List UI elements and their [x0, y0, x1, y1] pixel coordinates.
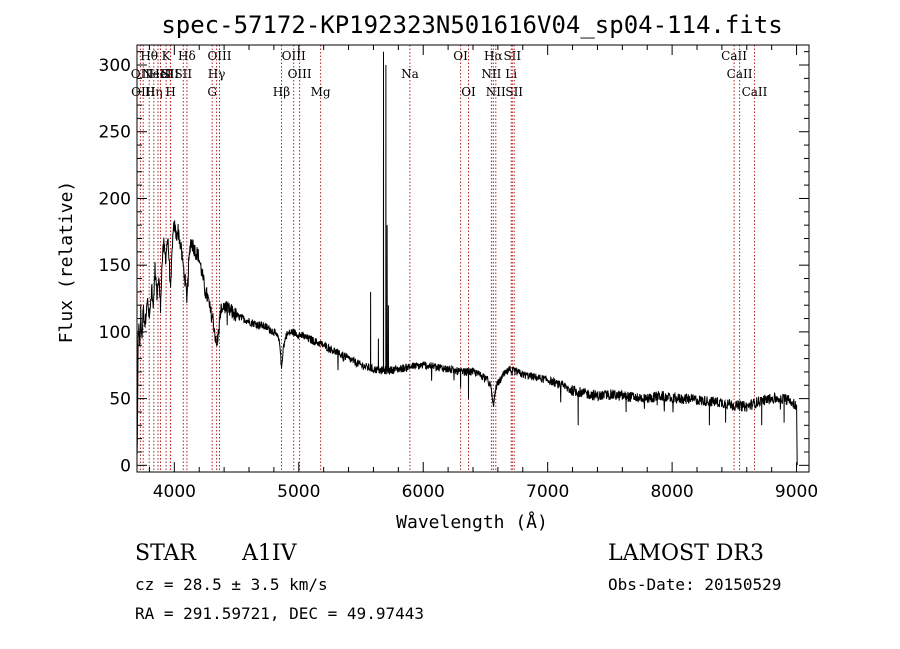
spectrum-line: [136, 51, 798, 466]
survey-name: LAMOST DR3: [608, 541, 764, 566]
line-label-21: NII: [481, 67, 501, 81]
line-label-26: SII: [505, 85, 523, 99]
object-subclass: A1IV: [241, 541, 298, 566]
x-axis-label: Wavelength (Å): [396, 511, 548, 533]
coordinates: RA = 291.59721, DEC = 49.97443: [135, 604, 424, 623]
line-label-13: OIII: [207, 49, 231, 63]
y-tick-label-0: 0: [120, 456, 131, 476]
line-label-19: OI: [453, 49, 468, 63]
y-tick-label-100: 100: [99, 323, 131, 343]
redshift-velocity: cz = 28.5 ± 3.5 km/s: [135, 575, 328, 594]
line-label-14: Hβ: [273, 85, 290, 99]
line-label-6: K: [162, 49, 172, 63]
line-label-8: H: [165, 85, 175, 99]
line-label-10: SII: [174, 67, 192, 81]
line-label-11: G: [207, 85, 217, 99]
y-tick-label-150: 150: [99, 256, 131, 276]
line-label-23: NII: [486, 85, 506, 99]
y-tick-label-200: 200: [99, 189, 131, 209]
line-label-9: Hδ: [178, 49, 196, 63]
line-label-20: OI: [461, 85, 476, 99]
line-label-3: Hη: [145, 85, 163, 99]
line-label-27: CaII: [721, 49, 747, 63]
x-tick-label-8000: 8000: [650, 482, 693, 502]
line-label-29: CaII: [742, 85, 768, 99]
y-axis-label: Flux (relative): [56, 181, 77, 344]
line-label-17: Mg: [311, 85, 331, 99]
y-tick-label-300: 300: [99, 56, 131, 76]
observation-date: Obs-Date: 20150529: [608, 575, 781, 594]
x-tick-label-7000: 7000: [526, 482, 569, 502]
spectrum-series: [136, 51, 798, 466]
line-label-16: OIII: [288, 67, 312, 81]
axis-ticks: 4000 5000 6000 7000 8000 9000 0 50 100 150 200 250 3…: [99, 45, 818, 502]
line-label-12: Hγ: [208, 67, 226, 81]
y-tick-label-250: 250: [99, 123, 131, 143]
plot-frame: [136, 44, 810, 473]
x-tick-label-5000: 5000: [277, 482, 320, 502]
chart-title: spec-57172-KP192323N501616V04_sp04-114.f…: [161, 11, 782, 39]
x-tick-label-6000: 6000: [402, 482, 445, 502]
line-label-2: Hθ: [140, 49, 158, 63]
line-label-18: Na: [401, 67, 419, 81]
line-label-15: OIII: [282, 49, 306, 63]
x-tick-label-4000: 4000: [153, 482, 196, 502]
line-label-0: OII: [131, 67, 151, 81]
x-tick-label-9000: 9000: [775, 482, 818, 502]
line-label-25: SII: [503, 49, 521, 63]
emission-line-markers: OIIOIIIHθHηNeIIIHeIKSIIHHδSIIGHγOIIIHβOI…: [131, 45, 768, 472]
line-label-24: Li: [505, 67, 517, 81]
line-label-28: CaII: [727, 67, 753, 81]
y-tick-label-50: 50: [109, 390, 131, 410]
line-label-22: Hα: [484, 49, 503, 63]
object-class: STAR: [135, 541, 197, 566]
